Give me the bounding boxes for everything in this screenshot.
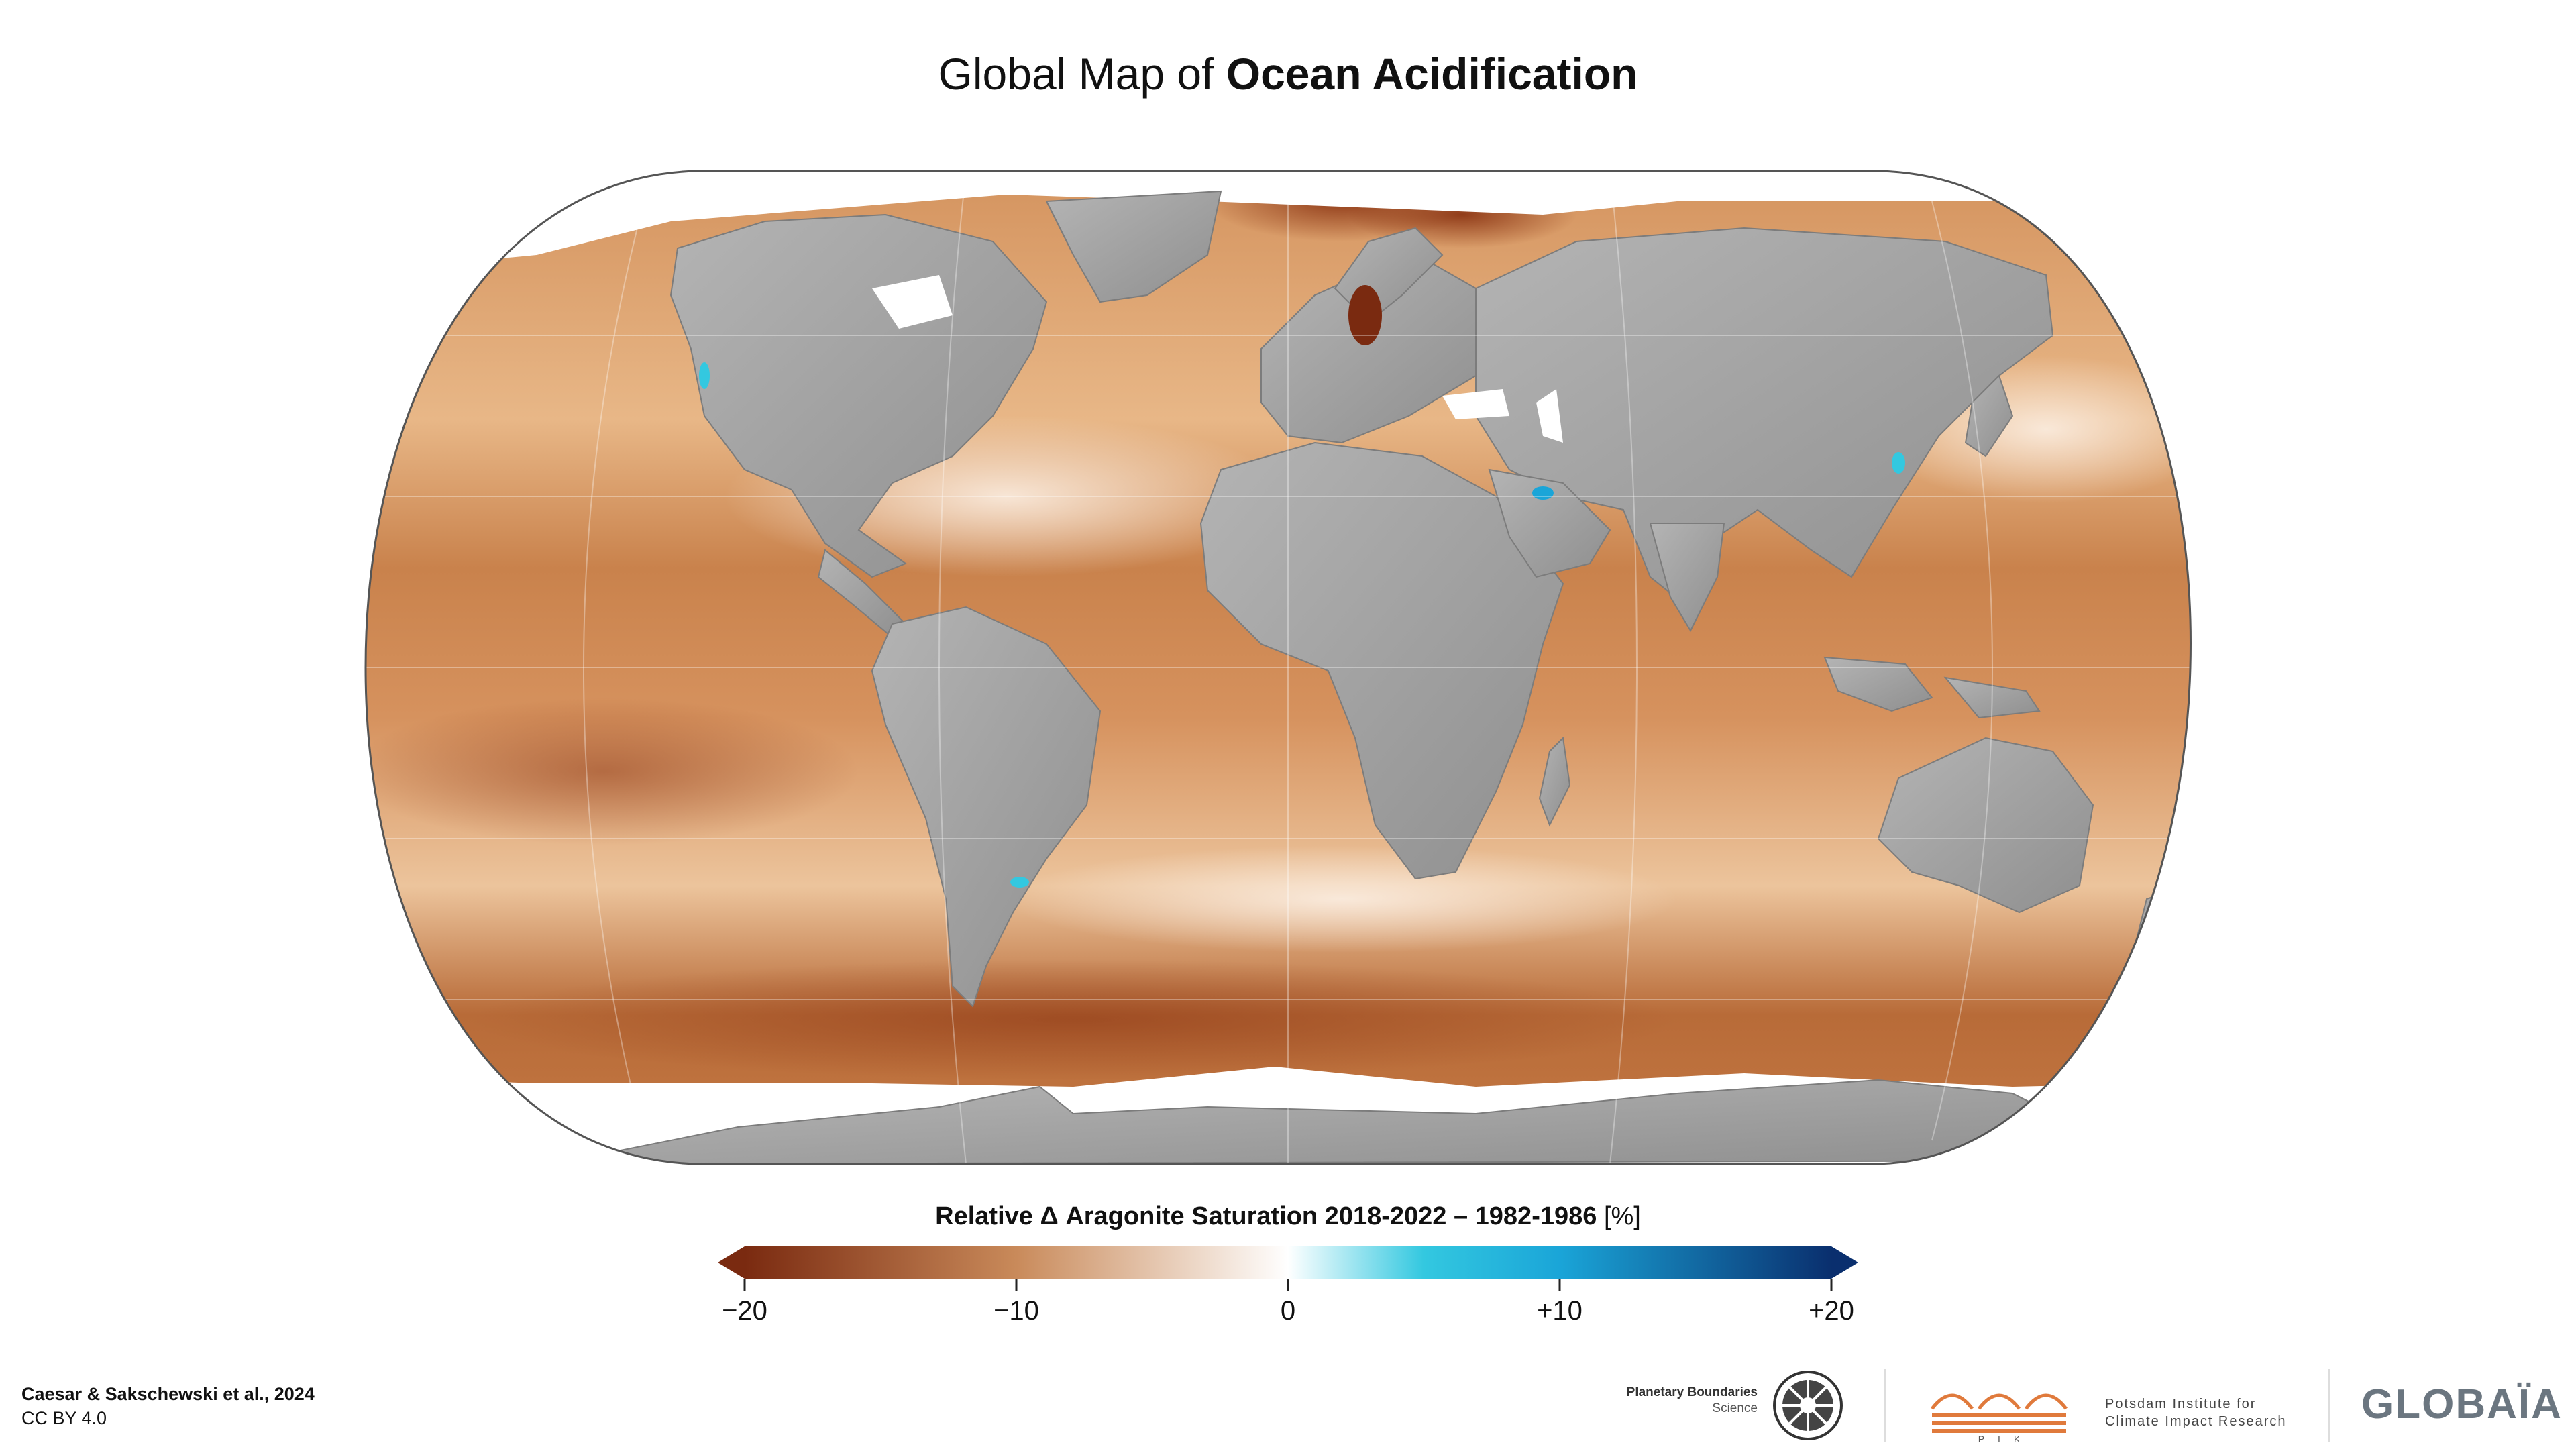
colorbar-tick-label-0: −20 xyxy=(722,1296,767,1326)
logo-divider xyxy=(1884,1368,1886,1442)
arctic-no-data xyxy=(366,171,2191,282)
map-body xyxy=(366,171,2191,1164)
colorbar-title: Relative Δ Aragonite Saturation 2018-202… xyxy=(671,1202,1905,1231)
pbs-line2: Science xyxy=(1712,1401,1758,1415)
land xyxy=(603,190,2168,1164)
pbs-logo-text: Planetary Boundaries Science xyxy=(1597,1366,1758,1419)
citation: Caesar & Sakschewski et al., 2024 xyxy=(21,1384,315,1404)
pik-line2: Climate Impact Research xyxy=(2105,1414,2287,1429)
pik-line1: Potsdam Institute for xyxy=(2105,1397,2257,1411)
australia xyxy=(1877,737,2094,914)
pik-abbr: PIK xyxy=(1978,1434,2034,1442)
pik-logo-text: Potsdam Institute for Climate Impact Res… xyxy=(2105,1395,2287,1430)
africa xyxy=(1199,441,1564,880)
inland-water xyxy=(872,275,1563,443)
globaia-logo: GLOBAÏA xyxy=(2361,1381,2563,1428)
colorbar-tick-label-3: +10 xyxy=(1537,1296,1582,1326)
colorbar-unit: [%] xyxy=(1603,1202,1641,1230)
india xyxy=(1649,523,1725,633)
colorbar-ticks xyxy=(743,1279,1833,1291)
colorbar-tick-label-1: −10 xyxy=(994,1296,1039,1326)
japan xyxy=(1964,374,2014,458)
planetary-boundaries-logo-icon xyxy=(1773,1371,1843,1440)
colorbar-tick-label-2: 0 xyxy=(1280,1296,1296,1326)
colorbar-title-text: Relative Δ Aragonite Saturation 2018-202… xyxy=(935,1202,1597,1230)
title-bold: Ocean Acidification xyxy=(1226,49,1638,99)
greenland xyxy=(1045,190,1222,303)
map-outline xyxy=(364,170,2192,1165)
arabia xyxy=(1488,468,1611,578)
colorbar-gradient xyxy=(718,1246,1858,1279)
graticule xyxy=(366,171,2191,1164)
credit: Caesar & Sakschewski et al., 2024 CC BY … xyxy=(21,1382,315,1430)
north-america xyxy=(669,213,1048,578)
madagascar xyxy=(1538,736,1571,827)
colorbar-tick-label-4: +20 xyxy=(1809,1296,1854,1326)
title-regular: Global Map of xyxy=(938,49,1214,99)
se-asia-islands xyxy=(1823,656,1933,712)
south-america xyxy=(871,606,1102,1008)
colorbar xyxy=(718,1246,1858,1291)
license: CC BY 4.0 xyxy=(21,1408,107,1428)
logo-divider-2 xyxy=(2328,1368,2330,1442)
page-title: Global Map of Ocean Acidification xyxy=(0,48,2576,99)
pbs-line1: Planetary Boundaries xyxy=(1626,1385,1758,1399)
pik-logo-icon: PIK xyxy=(1931,1393,2068,1442)
